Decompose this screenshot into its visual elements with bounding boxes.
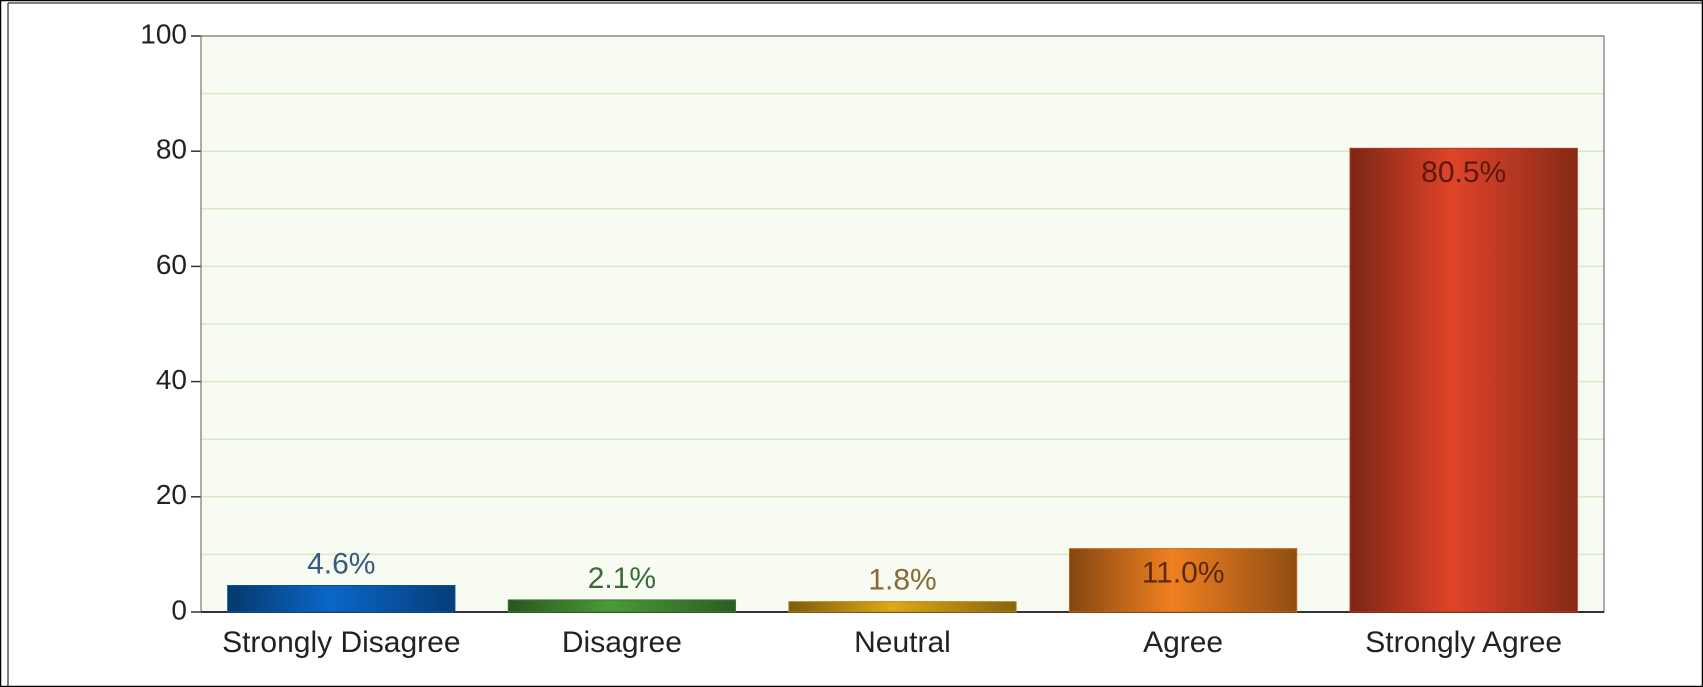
bar [507, 599, 737, 613]
data-label: 4.6% [307, 547, 375, 580]
bar [1068, 548, 1298, 613]
bar [1349, 147, 1578, 613]
x-tick-label: Strongly Agree [1365, 626, 1562, 659]
y-tick-label: 20 [156, 479, 187, 510]
data-label: 80.5% [1421, 156, 1506, 189]
x-tick-label: Strongly Disagree [222, 626, 460, 659]
y-tick-label: 40 [156, 364, 187, 395]
bar [788, 601, 1017, 613]
y-tick-label: 100 [140, 18, 187, 49]
data-label: 1.8% [868, 564, 936, 597]
data-label: 11.0% [1142, 557, 1225, 590]
y-tick-label: 80 [156, 134, 187, 165]
x-tick-label: Agree [1143, 626, 1223, 659]
y-tick-label: 0 [171, 594, 187, 625]
data-label: 2.1% [588, 562, 656, 595]
x-tick-label: Neutral [854, 626, 951, 659]
y-tick-label: 60 [156, 249, 187, 280]
bar [227, 585, 456, 613]
x-tick-label: Disagree [562, 626, 682, 659]
